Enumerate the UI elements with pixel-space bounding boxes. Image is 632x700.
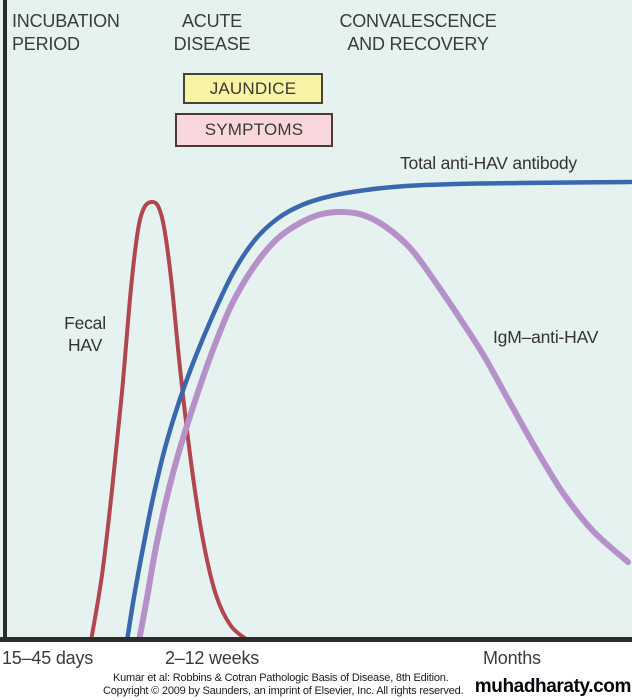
jaundice-badge-label: JAUNDICE [209, 78, 297, 98]
fecal-hav-curve-label: Fecal HAV [64, 313, 106, 355]
phase-label-convalescence-recovery: CONVALESCENCE AND RECOVERY [339, 11, 497, 54]
attribution-line-1: Kumar et al: Robbins & Cotran Pathologic… [113, 672, 449, 684]
symptoms-badge: SYMPTOMS [175, 113, 333, 147]
igm-anti-hav-curve [136, 208, 631, 642]
y-axis-line [3, 0, 7, 642]
total-anti-hav-curve [124, 179, 632, 642]
total-anti-hav-curve-label: Total anti-HAV antibody [400, 153, 577, 173]
x-axis-line [0, 637, 632, 642]
symptoms-badge-label: SYMPTOMS [204, 120, 304, 139]
fecal-hav-curve [89, 199, 251, 642]
phase-label-acute-disease: ACUTE DISEASE [173, 11, 251, 54]
x-axis-tick-incubation-duration: 15–45 days [2, 648, 94, 668]
x-axis-tick-acute-duration: 2–12 weeks [165, 648, 260, 668]
phase-label-incubation-period: INCUBATION PERIOD [12, 11, 120, 54]
watermark-text: muhadharaty.com [474, 676, 632, 697]
x-axis-tick-convalescence-duration: Months [483, 648, 541, 668]
jaundice-badge: JAUNDICE [183, 73, 323, 104]
chart-plot-area: INCUBATION PERIOD ACUTE DISEASE CONVALES… [0, 0, 632, 642]
curves-canvas [89, 179, 632, 642]
attribution-line-2: Copyright © 2009 by Saunders, an imprint… [103, 685, 464, 697]
igm-anti-hav-curve-label: IgM–anti-HAV [493, 327, 599, 347]
